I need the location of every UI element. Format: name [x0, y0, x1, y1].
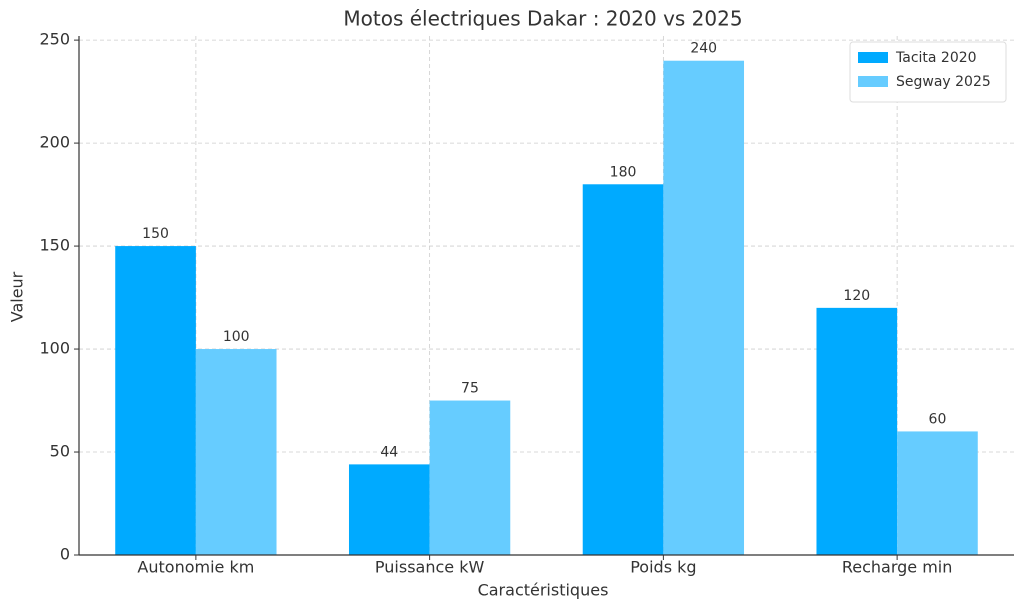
x-axis-label: Caractéristiques: [478, 581, 609, 600]
value-label: 150: [142, 226, 169, 242]
legend-swatch: [858, 76, 888, 87]
x-tick-label: Recharge min: [842, 558, 953, 577]
legend-label: Segway 2025: [896, 74, 991, 90]
bar: [663, 60, 745, 555]
bar: [115, 246, 196, 556]
y-tick-label: 250: [39, 30, 70, 49]
legend-box: [849, 41, 1007, 103]
value-label: 120: [843, 288, 870, 304]
legend-label: Tacita 2020: [895, 50, 977, 66]
y-tick-label: 150: [39, 236, 70, 255]
value-label: 180: [610, 164, 637, 180]
y-tick-label: 200: [39, 133, 70, 152]
y-tick-label: 50: [50, 442, 70, 461]
value-label: 240: [690, 41, 717, 57]
bar: [816, 307, 898, 555]
value-label: 100: [223, 329, 250, 345]
bar: [897, 431, 978, 555]
bar: [582, 184, 664, 556]
legend: Tacita 2020 Segway 2025: [849, 41, 1007, 103]
x-tick-label: Poids kg: [630, 558, 696, 577]
legend-swatch: [858, 52, 888, 63]
value-label: 44: [380, 444, 398, 460]
x-tick-label: Puissance kW: [375, 558, 485, 577]
y-tick-label: 100: [39, 339, 70, 358]
y-tick-label: 0: [60, 545, 70, 564]
value-label: 75: [461, 381, 479, 397]
bar: [348, 464, 430, 555]
value-label: 60: [929, 411, 947, 427]
x-tick-label: Autonomie km: [137, 558, 254, 577]
bar: [429, 400, 511, 555]
y-axis-label: Valeur: [8, 271, 27, 322]
bar: [195, 349, 277, 555]
chart-title: Motos électriques Dakar : 2020 vs 2025: [343, 7, 742, 31]
